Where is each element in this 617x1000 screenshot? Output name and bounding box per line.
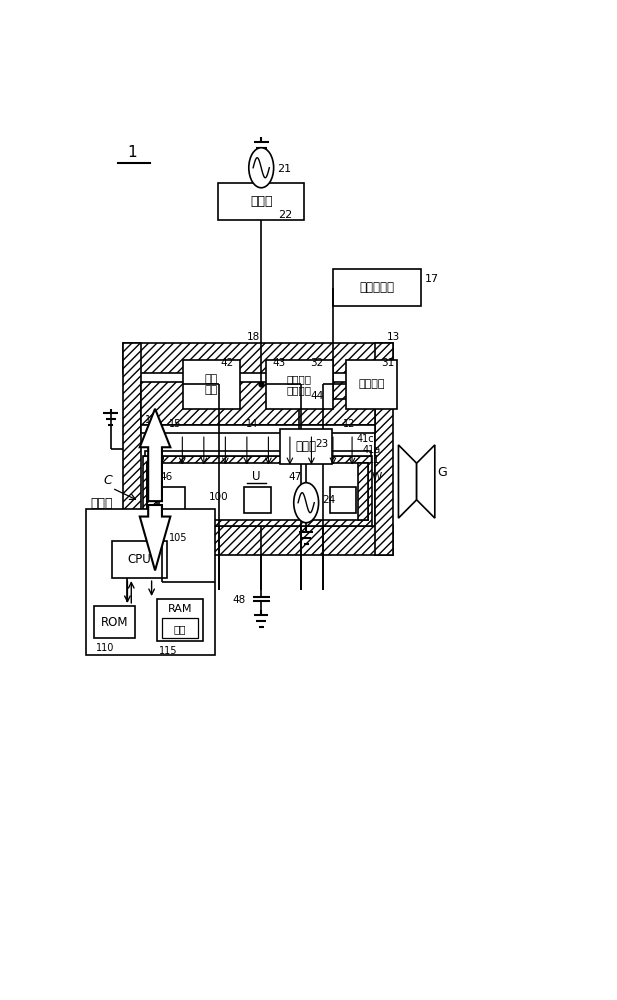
Text: 48: 48 xyxy=(233,595,246,605)
Bar xyxy=(94,606,135,638)
Bar xyxy=(375,373,386,526)
Text: 41b: 41b xyxy=(146,453,165,463)
Bar xyxy=(141,373,375,526)
Circle shape xyxy=(249,148,274,188)
Bar xyxy=(147,463,368,520)
Text: 110: 110 xyxy=(96,643,114,653)
Bar xyxy=(244,487,271,513)
Circle shape xyxy=(294,483,318,523)
Text: 方案: 方案 xyxy=(174,624,186,634)
Text: ROM: ROM xyxy=(101,616,128,629)
Text: 42: 42 xyxy=(221,358,234,368)
Text: 21: 21 xyxy=(277,164,291,174)
Text: 32: 32 xyxy=(310,358,324,368)
Text: 24: 24 xyxy=(323,495,336,505)
Text: 44: 44 xyxy=(310,391,324,401)
Text: 47: 47 xyxy=(288,472,301,482)
Bar xyxy=(266,360,333,409)
Text: 制冷
单元: 制冷 单元 xyxy=(205,374,218,395)
Polygon shape xyxy=(416,445,435,518)
Text: 41a: 41a xyxy=(363,445,381,455)
Bar xyxy=(183,360,239,409)
Bar xyxy=(346,360,397,409)
Bar xyxy=(141,425,375,433)
Text: C: C xyxy=(104,474,112,487)
Bar xyxy=(358,463,368,520)
Bar xyxy=(330,487,357,513)
Bar xyxy=(86,509,215,655)
Text: 31: 31 xyxy=(381,358,394,368)
Polygon shape xyxy=(140,505,170,570)
Text: 控制部: 控制部 xyxy=(91,497,113,510)
Bar xyxy=(144,451,371,456)
Text: 41c: 41c xyxy=(357,434,375,444)
Bar xyxy=(141,382,375,425)
Text: 17: 17 xyxy=(425,274,439,284)
Polygon shape xyxy=(399,445,416,518)
Text: 12: 12 xyxy=(342,419,355,429)
Bar xyxy=(280,429,332,464)
Text: 11: 11 xyxy=(368,455,380,465)
Bar xyxy=(123,526,392,555)
Bar xyxy=(143,456,372,526)
Text: 排气装置: 排气装置 xyxy=(358,379,384,389)
Text: 43: 43 xyxy=(272,358,286,368)
Text: 19: 19 xyxy=(146,445,159,455)
Text: 23: 23 xyxy=(315,439,328,449)
Bar xyxy=(147,463,157,520)
Text: 100: 100 xyxy=(209,492,228,502)
Text: 14: 14 xyxy=(246,419,258,429)
Text: W: W xyxy=(372,472,382,482)
Text: 16: 16 xyxy=(145,415,157,425)
Text: 22: 22 xyxy=(278,210,292,220)
Bar xyxy=(112,541,167,578)
Text: 1: 1 xyxy=(127,145,137,160)
Polygon shape xyxy=(140,409,170,501)
Bar xyxy=(123,343,392,373)
Bar xyxy=(218,183,304,220)
Text: G: G xyxy=(437,466,447,479)
Text: CPU: CPU xyxy=(128,553,151,566)
Bar xyxy=(123,343,141,555)
Text: 13: 13 xyxy=(386,332,400,342)
Text: 导热用气
体供给源: 导热用气 体供给源 xyxy=(287,374,312,395)
Bar xyxy=(333,269,421,306)
Bar xyxy=(157,599,203,641)
Text: 15: 15 xyxy=(168,419,181,429)
Text: 匹配器: 匹配器 xyxy=(296,440,317,453)
Text: 匹配器: 匹配器 xyxy=(250,195,273,208)
Bar xyxy=(162,618,198,638)
Text: 105: 105 xyxy=(168,533,187,543)
Bar xyxy=(159,487,185,513)
Bar xyxy=(375,343,392,555)
Text: RAM: RAM xyxy=(168,604,193,614)
Text: 46: 46 xyxy=(159,472,172,482)
Text: U: U xyxy=(252,470,261,483)
Text: 18: 18 xyxy=(247,332,260,342)
Text: 气体供给源: 气体供给源 xyxy=(360,281,395,294)
Text: 115: 115 xyxy=(159,646,178,656)
